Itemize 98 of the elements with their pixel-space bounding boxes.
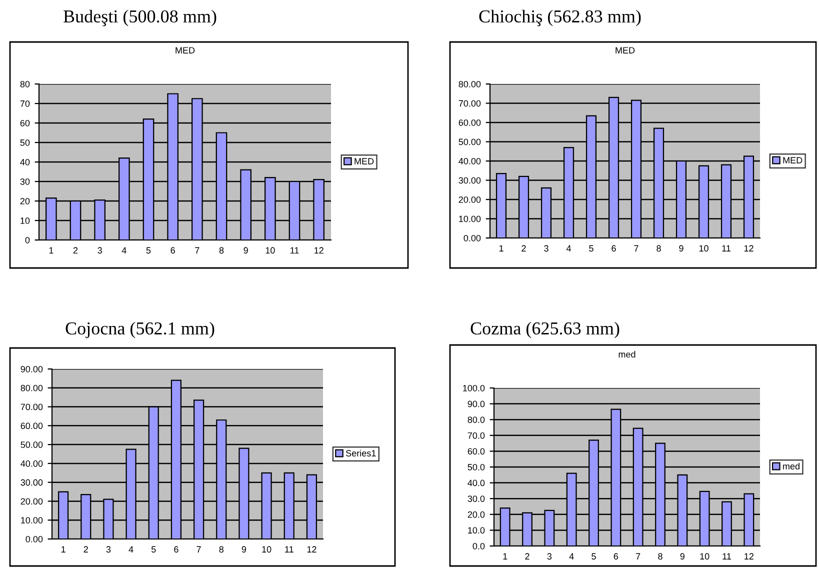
x-tick-label: 4	[566, 245, 571, 252]
chart-title: Cojocna (562.1 mm)	[66, 322, 214, 338]
y-tick-label: 10	[20, 217, 30, 224]
x-tick-label: 7	[636, 553, 640, 560]
x-tick-label: 6	[170, 247, 175, 254]
y-tick-label: 0	[25, 236, 30, 244]
y-tick-label: 100.0	[463, 384, 485, 392]
x-tick-label: 5	[589, 245, 594, 252]
y-tick-label: 50	[20, 139, 30, 146]
x-tick-label: 9	[242, 546, 246, 553]
x-tick-label: 3	[106, 546, 111, 553]
x-tick-label: 11	[722, 553, 731, 560]
y-tick-label: 80	[20, 80, 30, 88]
y-tick-label: 50.0	[468, 464, 485, 470]
x-tick-label: 5	[151, 546, 156, 553]
y-tick-label: 40.00	[458, 158, 481, 164]
x-tick-label: 10	[266, 247, 275, 254]
x-tick-label: 6	[614, 553, 618, 560]
x-tick-label: 11	[722, 245, 730, 252]
x-tick-label: 9	[680, 553, 684, 560]
y-tick-label: 50.00	[458, 138, 481, 146]
y-tick-label: 60.00	[458, 119, 481, 126]
chart-subtitle: med	[618, 350, 636, 358]
chart-title: Chiochiş (562.83 mm)	[479, 10, 641, 26]
x-tick-label: 11	[290, 247, 299, 254]
x-tick-label: 5	[592, 553, 596, 560]
y-tick-label: 70.0	[468, 432, 485, 439]
x-tick-label: 3	[544, 245, 548, 252]
y-tick-label: 30.00	[20, 479, 43, 486]
x-tick-label: 2	[525, 553, 530, 560]
x-tick-label: 8	[219, 247, 224, 254]
x-tick-label: 9	[679, 245, 684, 252]
x-tick-label: 2	[522, 245, 526, 252]
legend-label: med	[783, 462, 800, 470]
x-tick-label: 11	[285, 546, 294, 552]
x-tick-label: 10	[262, 546, 272, 553]
y-tick-label: 0.00	[464, 234, 481, 242]
x-tick-label: 4	[569, 553, 574, 560]
y-tick-label: 80.0	[468, 416, 485, 423]
y-tick-label: 10.0	[468, 527, 485, 534]
y-tick-label: 10.00	[21, 517, 43, 524]
y-tick-label: 40.0	[468, 480, 485, 486]
y-tick-label: 70.00	[20, 404, 43, 410]
x-tick-label: 6	[174, 546, 178, 553]
chart-subtitle: MED	[616, 47, 635, 54]
x-tick-label: 1	[503, 553, 508, 560]
chart-title: Cozma (625.63 mm)	[470, 322, 620, 338]
y-tick-label: 30.0	[468, 496, 485, 502]
y-tick-label: 40	[20, 158, 30, 166]
y-tick-label: 20.00	[458, 196, 481, 203]
y-tick-label: 70	[20, 100, 30, 107]
y-tick-label: 60	[20, 120, 30, 126]
y-tick-label: 80.00	[458, 80, 481, 88]
y-tick-label: 60.0	[468, 448, 485, 455]
x-tick-label: 5	[146, 247, 151, 254]
y-tick-label: 90.0	[468, 400, 485, 408]
x-tick-label: 2	[84, 546, 88, 552]
x-tick-label: 12	[314, 247, 324, 254]
y-tick-label: 40.00	[20, 460, 43, 467]
y-tick-label: 10.00	[459, 216, 481, 222]
y-tick-label: 20	[20, 198, 30, 204]
x-tick-label: 10	[699, 245, 708, 252]
x-tick-label: 12	[307, 546, 316, 552]
legend-label: Series1	[346, 450, 376, 456]
x-tick-label: 1	[499, 245, 504, 252]
y-tick-label: 30	[20, 178, 30, 185]
x-tick-label: 12	[744, 553, 754, 560]
x-tick-label: 1	[49, 247, 54, 254]
chart-subtitle: MED	[176, 47, 195, 54]
x-tick-label: 4	[128, 546, 134, 552]
chart-title: Budeşti (500.08 mm)	[64, 10, 216, 26]
y-tick-label: 80.00	[20, 384, 43, 392]
x-tick-label: 8	[219, 546, 224, 553]
x-tick-label: 8	[658, 553, 662, 560]
legend-label: MED	[354, 158, 374, 164]
x-tick-label: 2	[73, 247, 78, 254]
x-tick-label: 9	[244, 247, 248, 254]
x-tick-label: 3	[98, 247, 102, 254]
y-tick-label: 70.00	[458, 100, 481, 107]
x-tick-label: 7	[196, 546, 201, 552]
y-tick-label: 20.0	[468, 511, 485, 518]
x-tick-label: 7	[195, 247, 200, 254]
x-tick-label: 3	[547, 553, 552, 560]
x-tick-label: 10	[700, 553, 710, 560]
x-tick-label: 12	[744, 245, 754, 252]
y-tick-label: 0.0	[472, 542, 485, 550]
y-tick-label: 30.00	[458, 177, 481, 184]
y-tick-label: 60.00	[20, 422, 43, 430]
x-tick-label: 7	[634, 245, 638, 252]
y-tick-label: 0.00	[26, 536, 43, 542]
x-tick-label: 8	[656, 245, 661, 252]
x-tick-label: 1	[61, 546, 66, 552]
legend-label: MED	[783, 157, 802, 164]
y-tick-label: 90.00	[20, 366, 43, 372]
x-tick-label: 6	[612, 245, 616, 252]
y-tick-label: 50.00	[20, 442, 43, 448]
y-tick-label: 20.00	[20, 498, 43, 505]
x-tick-label: 4	[122, 247, 126, 254]
